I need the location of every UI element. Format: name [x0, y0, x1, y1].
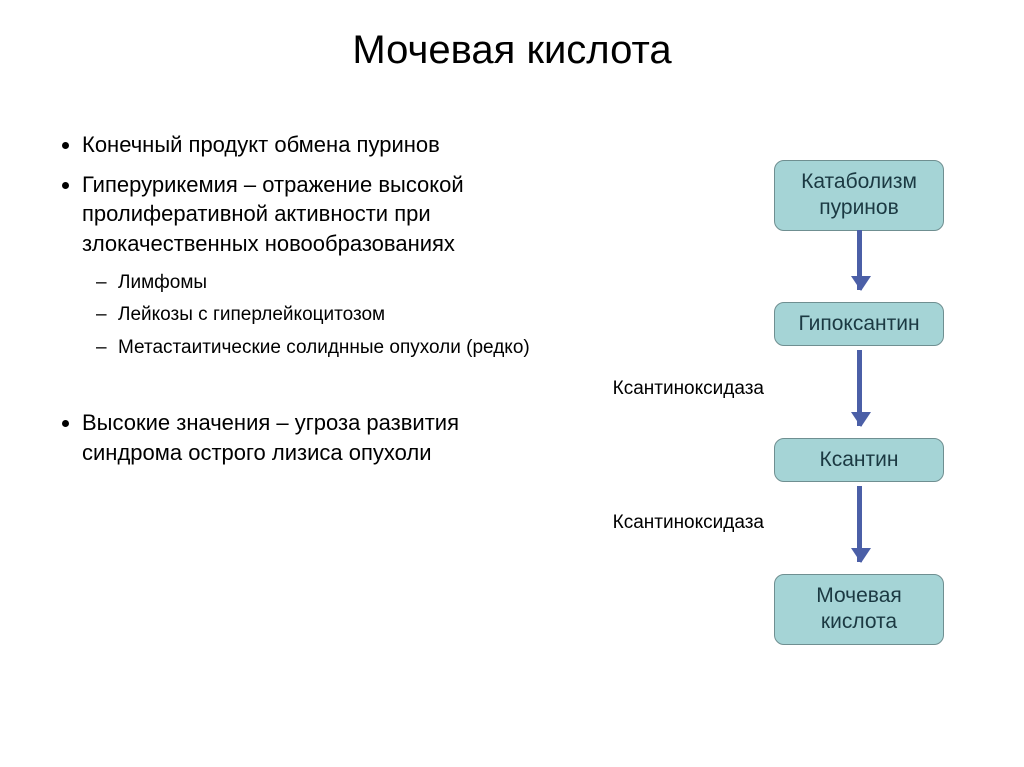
flow-edge-label: Ксантиноксидаза: [584, 378, 764, 400]
flowchart-container: Катаболизм пуринов Гипоксантин Ксантин М…: [604, 150, 964, 690]
sub-bullet-list: Лимфомы Лейкозы с гиперлейкоцитозом Мета…: [82, 269, 550, 363]
flow-node: Мочевая кислота: [774, 574, 944, 645]
sub-bullet-item: Лейкозы с гиперлейкоцитозом: [118, 301, 550, 330]
bullet-item: Конечный продукт обмена пуринов: [82, 130, 550, 160]
flow-node: Гипоксантин: [774, 302, 944, 346]
flow-node-label: Гипоксантин: [798, 311, 919, 337]
bullet-list: Конечный продукт обмена пуринов Гиперури…: [60, 130, 550, 468]
flow-node-label: Мочевая кислота: [781, 583, 937, 636]
bullet-text: Гиперурикемия – отражение высокой пролиф…: [82, 172, 464, 256]
arrow-head-icon: [851, 276, 871, 291]
flow-node: Катаболизм пуринов: [774, 160, 944, 231]
flow-node-label: Ксантин: [820, 447, 899, 473]
arrow-head-icon: [851, 548, 871, 563]
page-title: Мочевая кислота: [0, 28, 1024, 73]
bullet-item: Гиперурикемия – отражение высокой пролиф…: [82, 170, 550, 363]
flowchart: Катаболизм пуринов Гипоксантин Ксантин М…: [604, 150, 964, 690]
sub-bullet-item: Лимфомы: [118, 269, 550, 298]
flow-node-label: Катаболизм пуринов: [781, 169, 937, 222]
flow-edge-label: Ксантиноксидаза: [584, 512, 764, 534]
flow-arrow: [859, 350, 861, 426]
flow-arrow: [859, 486, 861, 562]
bullet-item: Высокие значения – угроза развития синдр…: [82, 408, 550, 467]
flow-arrow: [859, 230, 861, 290]
arrow-head-icon: [851, 412, 871, 427]
bullet-list-container: Конечный продукт обмена пуринов Гиперури…: [60, 130, 550, 478]
slide: Мочевая кислота Конечный продукт обмена …: [0, 0, 1024, 767]
spacer: [82, 372, 550, 398]
flow-node: Ксантин: [774, 438, 944, 482]
sub-bullet-item: Метастаитические солиднные опухоли (редк…: [118, 334, 550, 363]
